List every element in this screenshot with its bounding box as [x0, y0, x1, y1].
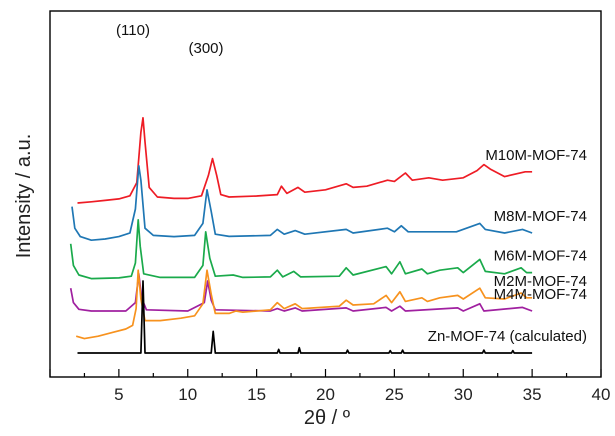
- x-tick-label: 15: [247, 385, 266, 404]
- trace-m4m-mof-74: [69, 272, 533, 312]
- trace-m10m-mof-74: [77, 116, 533, 204]
- x-tick-label: 40: [592, 385, 611, 404]
- peak-label-300: (300): [188, 40, 223, 57]
- x-tick-label: 5: [114, 385, 123, 404]
- x-axis-title: 2θ / º: [304, 407, 351, 429]
- x-tick-label: 30: [454, 385, 473, 404]
- series-label: Zn-MOF-74 (calculated): [428, 328, 587, 345]
- series-label: M4M-MOF-74: [494, 286, 587, 303]
- x-tick-label: 20: [316, 385, 335, 404]
- traces: [69, 116, 533, 354]
- peak-label-110: (110): [116, 22, 150, 39]
- trace-m8m-mof-74: [71, 164, 533, 242]
- trace-m6m-mof-74: [69, 218, 533, 280]
- x-tick-label: 25: [385, 385, 404, 404]
- series-label: M2M-MOF-74: [494, 273, 587, 290]
- series-labels: M10M-MOF-74 M8M-MOF-74 M6M-MOF-74 M4M-MOF-7…: [428, 147, 587, 345]
- series-label: M6M-MOF-74: [494, 248, 587, 265]
- trace-m2m-mof-74: [75, 269, 533, 340]
- trace-zn-mof-74-calculated: [77, 280, 533, 354]
- x-axis-ticks: 5 10 15 20 25 30 35 40: [49, 369, 611, 404]
- y-axis-title: Intensity / a.u.: [13, 134, 35, 259]
- series-label: M10M-MOF-74: [485, 147, 587, 164]
- x-tick-label: 35: [523, 385, 542, 404]
- x-tick-label: 10: [178, 385, 197, 404]
- series-label: M8M-MOF-74: [494, 208, 587, 225]
